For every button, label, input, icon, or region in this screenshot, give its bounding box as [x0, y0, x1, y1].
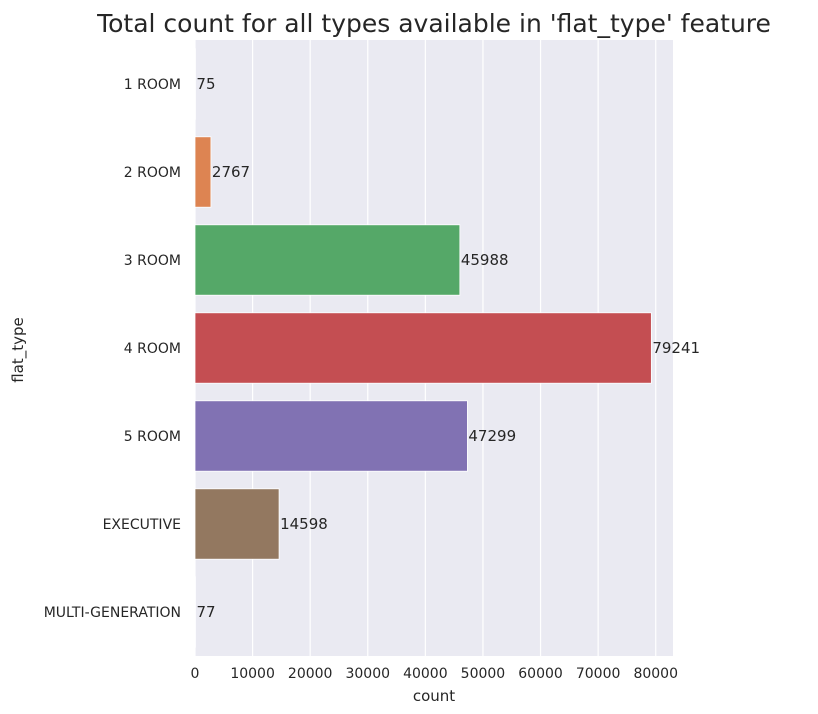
- y-tick-label: MULTI-GENERATION: [44, 605, 181, 621]
- data-label: 79241: [652, 339, 700, 357]
- y-axis-ticks: 1 ROOM 2 ROOM 3 ROOM 4 ROOM 5 ROOM EXECUTIVE M…: [44, 77, 181, 621]
- y-tick-label: 5 ROOM: [124, 429, 181, 445]
- bar: [194, 488, 280, 560]
- data-label: 14598: [280, 515, 328, 533]
- data-label: 77: [196, 603, 215, 621]
- bar: [194, 400, 468, 472]
- bar: [194, 136, 212, 208]
- x-axis-ticks: 0 10000 20000 30000 40000 50000 60000 70000 8000…: [191, 666, 678, 682]
- y-tick-label: EXECUTIVE: [103, 517, 181, 533]
- data-labels: 75 2767 45988 79241 47299 14598 77: [196, 75, 700, 621]
- y-tick-label: 2 ROOM: [124, 165, 181, 181]
- x-tick-label: 0: [191, 666, 200, 682]
- data-label: 45988: [461, 251, 509, 269]
- y-tick-label: 4 ROOM: [124, 341, 181, 357]
- x-tick-label: 80000: [633, 666, 678, 682]
- x-tick-label: 30000: [345, 666, 390, 682]
- x-tick-label: 60000: [518, 666, 563, 682]
- x-axis-label: count: [413, 687, 455, 705]
- x-tick-label: 50000: [461, 666, 506, 682]
- chart-title: Total count for all types available in '…: [96, 9, 771, 38]
- data-label: 75: [196, 75, 215, 93]
- y-tick-label: 1 ROOM: [124, 77, 181, 93]
- bars: [194, 48, 652, 648]
- y-axis-label: flat_type: [9, 317, 28, 383]
- x-tick-label: 10000: [230, 666, 275, 682]
- x-tick-label: 20000: [288, 666, 333, 682]
- x-tick-label: 70000: [576, 666, 621, 682]
- data-label: 2767: [212, 163, 250, 181]
- bar: [194, 224, 461, 296]
- y-tick-label: 3 ROOM: [124, 253, 181, 269]
- data-label: 47299: [468, 427, 516, 445]
- x-tick-label: 40000: [403, 666, 448, 682]
- bar: [194, 312, 652, 384]
